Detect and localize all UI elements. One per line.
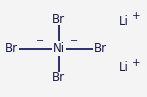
Text: Br: Br — [52, 13, 65, 26]
Text: −: − — [70, 36, 78, 46]
Text: Li: Li — [118, 15, 128, 28]
Text: Ni: Ni — [53, 42, 65, 55]
Text: Li: Li — [118, 61, 128, 74]
Text: Br: Br — [52, 71, 65, 84]
Text: +: + — [132, 11, 141, 22]
Text: Br: Br — [93, 42, 107, 55]
Text: −: − — [36, 36, 45, 46]
Text: +: + — [132, 58, 141, 68]
Text: Br: Br — [5, 42, 18, 55]
